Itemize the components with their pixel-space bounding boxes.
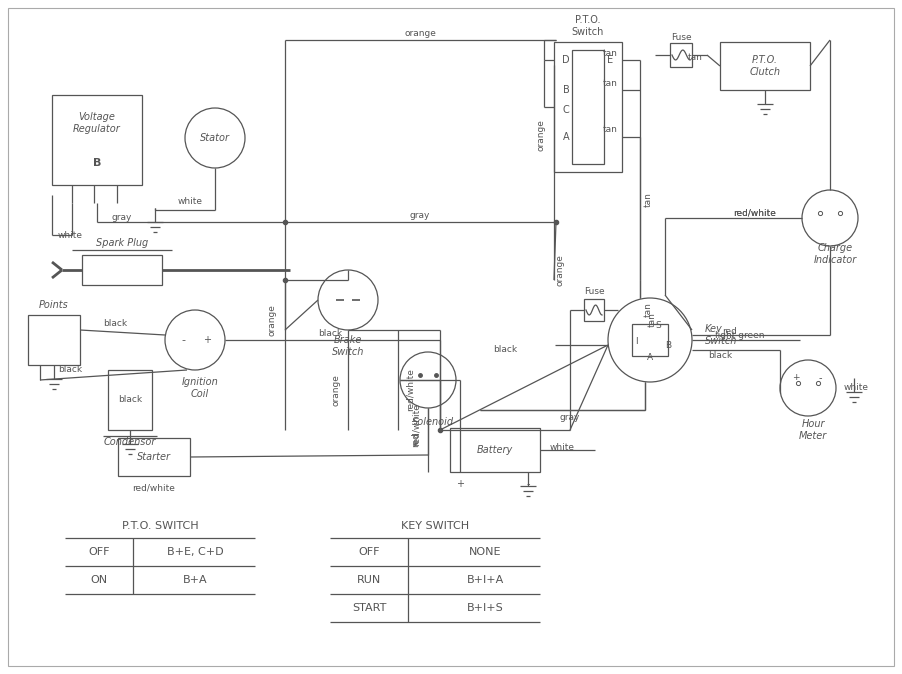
Text: B+I+S: B+I+S [466,603,503,613]
Text: -: - [818,373,822,383]
Bar [572,50,604,164]
Text: Solenoid: Solenoid [412,417,454,427]
Text: red: red [723,328,738,336]
Text: Brake
Switch: Brake Switch [332,335,364,357]
Text: black: black [492,344,517,353]
Text: tan: tan [643,193,652,208]
Text: black: black [103,319,127,328]
Text: P.T.O. SWITCH: P.T.O. SWITCH [122,521,198,531]
Text: red: red [411,433,420,448]
Bar [554,42,622,172]
Text: S: S [655,321,661,330]
Text: tan: tan [687,53,703,61]
Text: P.T.O.
Clutch: P.T.O. Clutch [750,55,780,77]
Text: tan: tan [603,49,618,57]
Text: I: I [635,338,638,346]
Text: B+E, C+D: B+E, C+D [167,547,224,557]
Bar [450,428,540,472]
Text: -: - [526,479,529,489]
Text: black: black [118,396,142,404]
Text: B: B [665,340,671,350]
Text: tan: tan [603,78,618,88]
Text: white: white [178,197,203,206]
Text: +: + [792,373,800,383]
Text: red/white: red/white [411,404,420,446]
Text: Hour
Meter: Hour Meter [799,419,827,441]
Text: B+I+A: B+I+A [466,575,503,585]
Text: +: + [203,335,211,345]
Text: RUN: RUN [357,575,382,585]
Text: orange: orange [332,374,340,406]
Text: Points: Points [39,300,69,310]
Text: black: black [708,352,732,361]
Text: Spark Plug: Spark Plug [96,238,148,248]
Text: gray: gray [560,414,580,423]
Text: D: D [562,55,570,65]
Text: B: B [563,85,569,95]
Text: START: START [352,603,386,613]
Text: Starter: Starter [137,452,171,462]
Text: P.T.O.: P.T.O. [575,15,601,25]
Text: KEY SWITCH: KEY SWITCH [400,521,469,531]
Text: light green: light green [715,332,765,340]
Text: Stator: Stator [200,133,230,143]
Text: A: A [647,353,653,363]
Text: NONE: NONE [469,547,502,557]
Bar [670,43,692,67]
Bar [82,255,162,285]
Text: E: E [607,55,613,65]
Text: OFF: OFF [88,547,110,557]
Bar [28,315,80,365]
Text: C: C [563,105,569,115]
Bar [720,42,810,90]
Text: B: B [93,158,101,168]
Text: white: white [843,384,869,392]
Text: black: black [318,330,342,338]
Text: ON: ON [90,575,107,585]
Text: Voltage
Regulator: Voltage Regulator [73,112,121,134]
Text: red/white: red/white [733,208,777,218]
Bar [584,299,604,321]
Text: white: white [58,231,82,239]
Text: Fuse: Fuse [584,288,604,297]
Text: Fuse: Fuse [671,32,691,42]
Text: tan: tan [648,313,657,328]
Text: tan: tan [603,125,618,135]
Text: B+A: B+A [183,575,207,585]
Bar [52,95,142,185]
Text: red/white: red/white [733,208,777,218]
Text: +: + [456,479,464,489]
Text: OFF: OFF [358,547,380,557]
Text: Condensor: Condensor [104,437,156,447]
Text: Key
Switch: Key Switch [705,324,737,346]
Text: Ignition
Coil: Ignition Coil [181,377,218,399]
Text: orange: orange [268,304,277,336]
Bar [118,438,190,476]
Bar [632,324,668,356]
Text: gray: gray [112,214,133,222]
Text: red/white: red/white [133,483,175,493]
Text: tan: tan [643,303,652,317]
Text: Charge
Indicator: Charge Indicator [814,243,857,265]
Text: orange: orange [556,254,565,286]
Text: A: A [563,132,569,142]
Text: black: black [58,365,82,375]
Text: white: white [549,443,575,452]
Text: orange: orange [537,119,546,151]
Bar [108,370,152,430]
Text: Battery: Battery [477,445,513,455]
Text: red/white: red/white [406,369,415,411]
Text: Switch: Switch [572,27,604,37]
Text: -: - [181,335,185,345]
Text: gray: gray [410,210,430,220]
Text: orange: orange [404,28,436,38]
